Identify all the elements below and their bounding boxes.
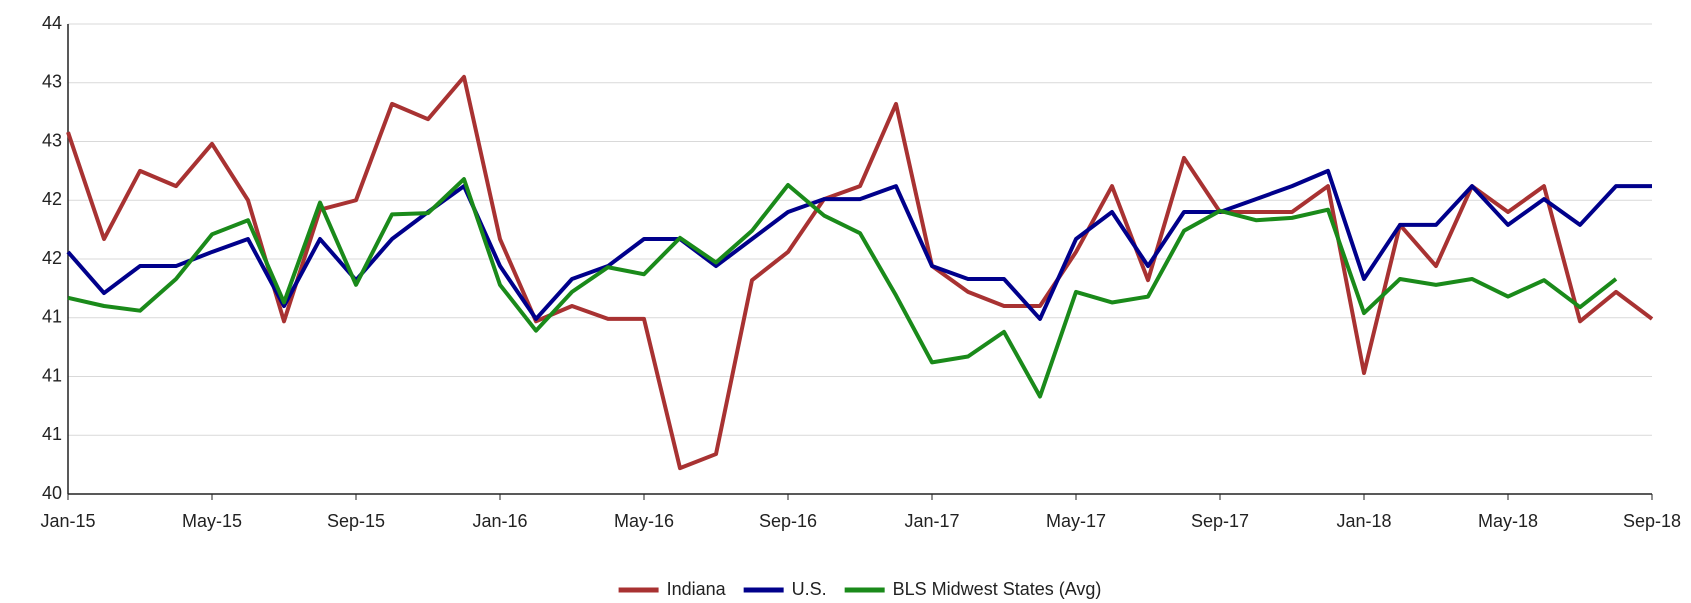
y-tick-label: 44: [42, 13, 62, 33]
y-tick-label: 43: [42, 72, 62, 92]
x-tick-label: Sep-15: [327, 511, 385, 531]
x-tick-label: May-16: [614, 511, 674, 531]
series-line: [66, 168, 1652, 321]
series-line: [66, 74, 1654, 471]
y-tick-label: 41: [42, 307, 62, 327]
x-tick-label: May-15: [182, 511, 242, 531]
y-tick-label: 40: [42, 483, 62, 503]
legend-label: Indiana: [667, 579, 727, 599]
series-line: [67, 177, 1618, 399]
x-tick-label: May-17: [1046, 511, 1106, 531]
x-tick-label: Jan-16: [472, 511, 527, 531]
x-tick-label: Jan-15: [40, 511, 95, 531]
y-tick-label: 43: [42, 130, 62, 150]
x-tick-label: Jan-18: [1336, 511, 1391, 531]
x-tick-label: Sep-17: [1191, 511, 1249, 531]
y-tick-label: 42: [42, 248, 62, 268]
x-tick-label: Sep-18: [1623, 511, 1681, 531]
y-tick-label: 41: [42, 424, 62, 444]
legend-label: U.S.: [792, 579, 827, 599]
x-tick-label: Jan-17: [904, 511, 959, 531]
y-tick-label: 41: [42, 365, 62, 385]
x-tick-label: May-18: [1478, 511, 1538, 531]
y-tick-label: 42: [42, 189, 62, 209]
x-tick-label: Sep-16: [759, 511, 817, 531]
legend-label: BLS Midwest States (Avg): [893, 579, 1102, 599]
